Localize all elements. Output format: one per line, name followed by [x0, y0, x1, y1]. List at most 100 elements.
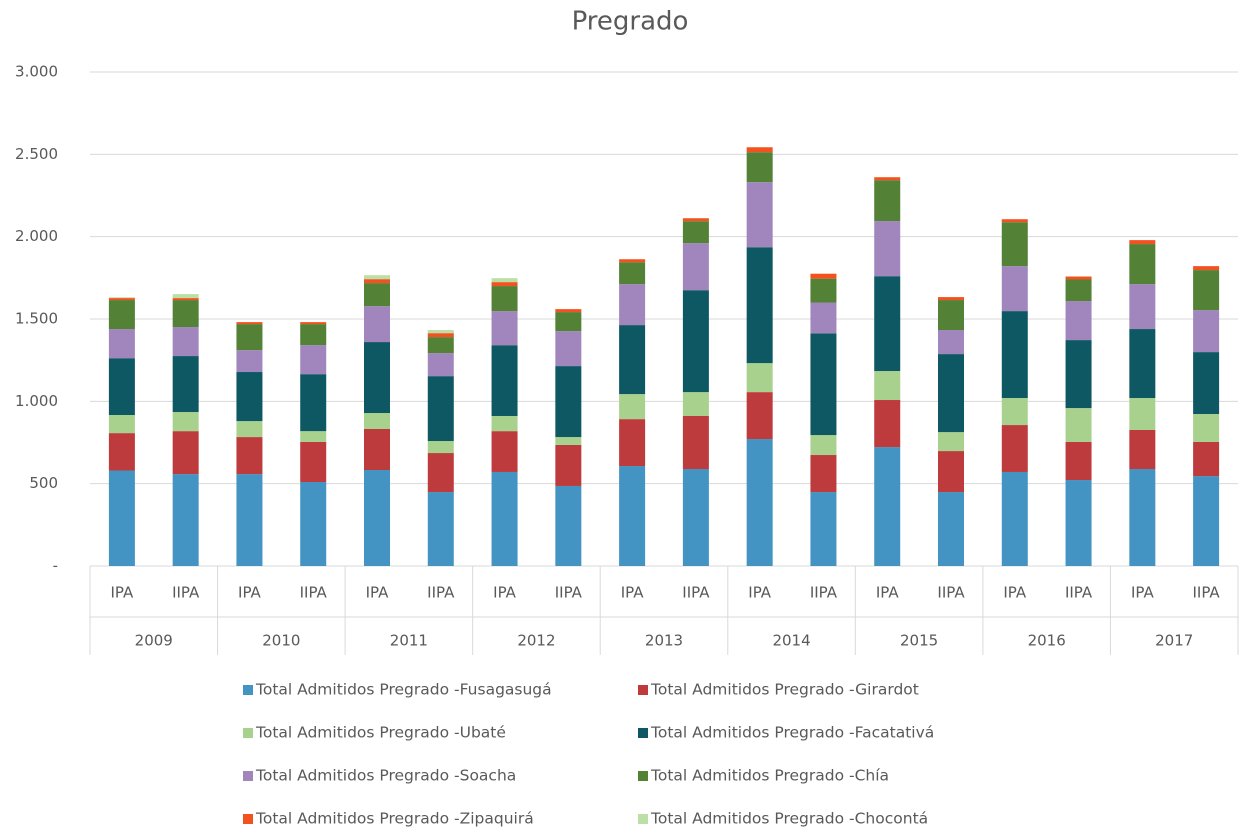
legend-label: Total Admitidos Pregrado -Zipaquirá [255, 810, 534, 828]
bar-segment [555, 331, 582, 367]
bar-segment [1001, 311, 1028, 399]
bar-segment [1193, 476, 1220, 566]
legend-swatch [243, 728, 253, 738]
bar-segment [364, 342, 390, 414]
bar-segment [810, 273, 837, 279]
bar-segment [874, 400, 901, 448]
bar-segment [874, 180, 901, 222]
bar-segment [108, 329, 135, 359]
bar-segment [236, 437, 263, 475]
x-tick-label: IIPA [300, 584, 328, 602]
bar-segment [236, 350, 263, 373]
bar-segment [619, 394, 646, 420]
bar-segment [810, 455, 837, 493]
bar-segment [300, 374, 327, 432]
bar-segment [1193, 270, 1220, 311]
bar-segment [555, 485, 582, 566]
bar-segment [938, 297, 964, 301]
bar-segment [364, 306, 390, 343]
group-label: 2011 [390, 632, 428, 650]
bar-segment [364, 275, 390, 280]
bar-segment [682, 415, 709, 470]
x-tick-label: IPA [493, 584, 517, 602]
bar-segment [1193, 414, 1220, 443]
bar-segment [108, 300, 135, 330]
bar-segment [427, 441, 454, 454]
legend-swatch [638, 728, 648, 738]
x-tick-label: IIPA [682, 584, 710, 602]
bar-segment [619, 325, 646, 395]
bar-segment [555, 312, 582, 332]
bar-segment [427, 330, 454, 334]
bar-segment [938, 451, 964, 493]
bar-segment [1065, 276, 1092, 280]
bar-segment [682, 243, 709, 291]
bar-segment [1129, 398, 1156, 430]
bar-segment [236, 372, 263, 422]
bar-segment [619, 284, 646, 326]
bar-segment [682, 392, 709, 416]
bar-segment [491, 471, 518, 566]
bar-segment [682, 290, 709, 393]
group-label: 2017 [1155, 632, 1193, 650]
bar-segment [108, 298, 135, 301]
chart-title: Pregrado [572, 7, 689, 37]
bar-segment [491, 415, 518, 432]
bar-segment [1065, 480, 1092, 566]
bar-segment [682, 221, 709, 244]
bar-segment [938, 354, 964, 433]
y-tick-label: 2.000 [15, 227, 58, 245]
bar-segment [172, 327, 199, 357]
bar-segment [1001, 398, 1028, 426]
bar-segment [491, 311, 518, 346]
bar-segment [1129, 469, 1156, 566]
x-tick-label: IPA [621, 584, 645, 602]
bar-segment [1129, 329, 1156, 399]
bar-segment [746, 247, 773, 364]
group-label: 2010 [262, 632, 300, 650]
bar-segment [938, 492, 964, 566]
bar-segment [1129, 284, 1156, 330]
bar-segment [555, 437, 582, 445]
x-tick-label: IPA [1003, 584, 1027, 602]
bar-segment [746, 152, 773, 183]
x-tick-label: IIPA [1193, 584, 1221, 602]
bar-segment [300, 482, 327, 566]
bar-segment [300, 442, 327, 483]
bar-segment [491, 278, 518, 283]
bar-segment [746, 363, 773, 393]
legend-label: Total Admitidos Pregrado -Soacha [255, 767, 516, 785]
y-tick-label: 1.000 [15, 392, 58, 410]
bar-segment [1193, 352, 1220, 415]
bar-segment [874, 221, 901, 277]
group-label: 2014 [772, 632, 810, 650]
bar-segment [427, 337, 454, 354]
bar-segment [746, 392, 773, 440]
bar-segment [1065, 301, 1092, 341]
bar-segment [172, 356, 199, 413]
bar-segment [236, 474, 263, 566]
x-tick-label: IIPA [555, 584, 583, 602]
legend-swatch [638, 685, 648, 695]
x-tick-label: IIPA [937, 584, 965, 602]
bar-segment [1001, 425, 1028, 472]
y-tick-label: 500 [29, 474, 58, 492]
legend-label: Total Admitidos Pregrado -Facatativá [650, 724, 934, 742]
bar-segment [938, 300, 964, 331]
bar-segment [1065, 408, 1092, 443]
bar-segment [1193, 442, 1220, 477]
x-tick-label: IPA [366, 584, 390, 602]
bar-segment [682, 218, 709, 222]
y-tick-label: - [53, 557, 58, 575]
group-label: 2015 [900, 632, 938, 650]
x-tick-label: IIPA [427, 584, 455, 602]
bar-segment [427, 453, 454, 493]
bar-segment [172, 298, 199, 301]
bar-segment [172, 300, 199, 328]
bar-segment [810, 492, 837, 566]
bar-segment [1065, 279, 1092, 302]
bar-segment [236, 324, 263, 351]
legend-swatch [243, 814, 253, 824]
group-label: 2016 [1028, 632, 1066, 650]
bar-segment [364, 469, 390, 566]
